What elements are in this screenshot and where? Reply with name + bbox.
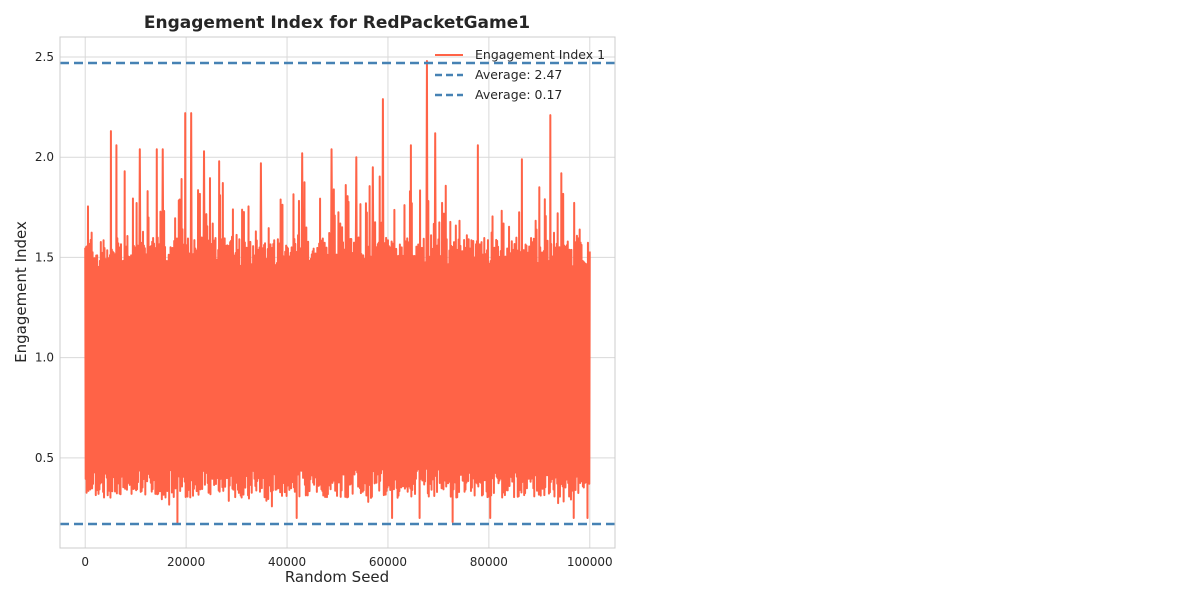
tick-labels: 0 20000 40000 60000 80000 100000 0.5 1.0 1.5 2.0 2…: [35, 50, 613, 569]
x-tick-label: 0: [81, 555, 89, 569]
y-axis-label: Engagement Index: [12, 221, 30, 363]
x-tick-label: 40000: [268, 555, 306, 569]
legend-label: Engagement Index 1: [475, 47, 605, 62]
x-tick-label: 100000: [567, 555, 613, 569]
y-tick-label: 1.5: [35, 250, 54, 264]
y-tick-label: 1.0: [35, 351, 54, 365]
legend-label: Average: 0.17: [475, 87, 562, 102]
x-tick-label: 20000: [167, 555, 205, 569]
legend-label: Average: 2.47: [475, 67, 562, 82]
chart-title: Engagement Index for RedPacketGame1: [144, 13, 530, 33]
x-tick-label: 80000: [470, 555, 508, 569]
legend: Engagement Index 1 Average: 2.47 Average: …: [435, 47, 605, 102]
x-tick-label: 60000: [369, 555, 407, 569]
reference-lines: [60, 61, 615, 526]
series-line: [84, 60, 591, 525]
y-tick-label: 2.0: [35, 150, 54, 164]
y-tick-label: 0.5: [35, 451, 54, 465]
plot-area-border: [59, 36, 616, 549]
plot-frame: [59, 36, 616, 549]
series-layer: [84, 60, 591, 525]
y-tick-label: 2.5: [35, 50, 54, 64]
x-axis-label: Random Seed: [285, 568, 389, 586]
